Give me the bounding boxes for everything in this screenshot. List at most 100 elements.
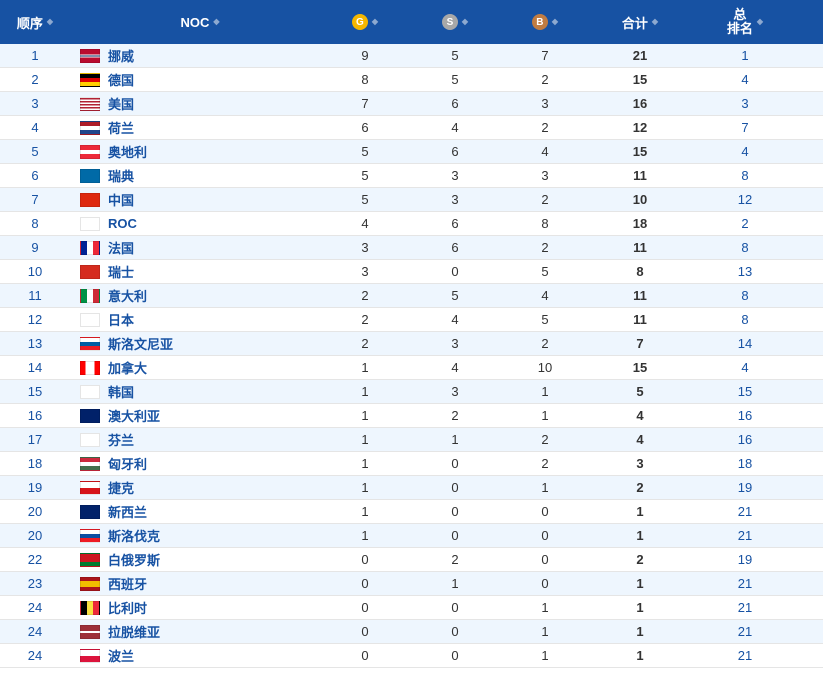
cell-noc[interactable]: 捷克	[70, 478, 320, 497]
cell-total: 18	[590, 216, 690, 231]
table-row[interactable]: 3美国763163	[0, 92, 823, 116]
cell-bronze: 3	[500, 96, 590, 111]
table-row[interactable]: 5奥地利564154	[0, 140, 823, 164]
table-row[interactable]: 15韩国131515	[0, 380, 823, 404]
country-name: 挪威	[108, 46, 134, 65]
cell-bronze: 5	[500, 264, 590, 279]
cell-noc[interactable]: 意大利	[70, 286, 320, 305]
table-row[interactable]: 2德国852154	[0, 68, 823, 92]
cell-gold: 0	[320, 552, 410, 567]
table-row[interactable]: 9法国362118	[0, 236, 823, 260]
table-row[interactable]: 24比利时001121	[0, 596, 823, 620]
sort-icon: ◆	[213, 19, 219, 25]
table-row[interactable]: 22白俄罗斯020219	[0, 548, 823, 572]
country-name: 日本	[108, 310, 134, 329]
cell-noc[interactable]: 比利时	[70, 598, 320, 617]
flag-icon	[80, 601, 100, 615]
cell-total: 1	[590, 528, 690, 543]
cell-noc[interactable]: 芬兰	[70, 430, 320, 449]
cell-gold: 5	[320, 168, 410, 183]
table-row[interactable]: 18匈牙利102318	[0, 452, 823, 476]
cell-silver: 0	[410, 648, 500, 663]
cell-noc[interactable]: 美国	[70, 94, 320, 113]
country-name: 加拿大	[108, 358, 147, 377]
cell-rank: 2	[0, 72, 70, 87]
cell-total: 15	[590, 72, 690, 87]
flag-icon	[80, 505, 100, 519]
cell-noc[interactable]: 加拿大	[70, 358, 320, 377]
cell-noc[interactable]: 韩国	[70, 382, 320, 401]
header-silver[interactable]: S ◆	[410, 14, 500, 30]
cell-rank: 5	[0, 144, 70, 159]
cell-noc[interactable]: 澳大利亚	[70, 406, 320, 425]
table-row[interactable]: 11意大利254118	[0, 284, 823, 308]
table-row[interactable]: 24波兰001121	[0, 644, 823, 668]
cell-noc[interactable]: 德国	[70, 70, 320, 89]
cell-noc[interactable]: 斯洛文尼亚	[70, 334, 320, 353]
cell-noc[interactable]: 波兰	[70, 646, 320, 665]
cell-totalrank: 21	[690, 504, 800, 519]
cell-noc[interactable]: 挪威	[70, 46, 320, 65]
header-noc[interactable]: NOC ◆	[70, 15, 320, 30]
cell-noc[interactable]: 奥地利	[70, 142, 320, 161]
cell-total: 4	[590, 408, 690, 423]
table-row[interactable]: 23西班牙010121	[0, 572, 823, 596]
cell-noc[interactable]: 新西兰	[70, 502, 320, 521]
cell-gold: 3	[320, 240, 410, 255]
cell-totalrank: 8	[690, 312, 800, 327]
cell-total: 2	[590, 480, 690, 495]
silver-medal-icon: S	[442, 14, 458, 30]
table-row[interactable]: 17芬兰112416	[0, 428, 823, 452]
table-row[interactable]: 24拉脱维亚001121	[0, 620, 823, 644]
table-row[interactable]: 10瑞士305813	[0, 260, 823, 284]
cell-rank: 24	[0, 648, 70, 663]
cell-gold: 2	[320, 288, 410, 303]
flag-icon	[80, 337, 100, 351]
cell-noc[interactable]: 拉脱维亚	[70, 622, 320, 641]
cell-rank: 23	[0, 576, 70, 591]
header-total[interactable]: 合计 ◆	[590, 13, 690, 32]
cell-rank: 14	[0, 360, 70, 375]
cell-rank: 3	[0, 96, 70, 111]
sort-icon: ◆	[372, 19, 378, 25]
table-row[interactable]: 7中国5321012	[0, 188, 823, 212]
cell-noc[interactable]: 日本	[70, 310, 320, 329]
cell-totalrank: 21	[690, 648, 800, 663]
flag-icon	[80, 577, 100, 591]
cell-noc[interactable]: 法国	[70, 238, 320, 257]
table-row[interactable]: 4荷兰642127	[0, 116, 823, 140]
country-name: 捷克	[108, 478, 134, 497]
cell-total: 15	[590, 144, 690, 159]
cell-noc[interactable]: 白俄罗斯	[70, 550, 320, 569]
cell-noc[interactable]: 瑞典	[70, 166, 320, 185]
gold-medal-icon: G	[352, 14, 368, 30]
cell-noc[interactable]: 中国	[70, 190, 320, 209]
cell-silver: 0	[410, 600, 500, 615]
table-row[interactable]: 16澳大利亚121416	[0, 404, 823, 428]
cell-noc[interactable]: 瑞士	[70, 262, 320, 281]
table-row[interactable]: 8ROC468182	[0, 212, 823, 236]
table-row[interactable]: 1挪威957211	[0, 44, 823, 68]
table-row[interactable]: 13斯洛文尼亚232714	[0, 332, 823, 356]
table-row[interactable]: 19捷克101219	[0, 476, 823, 500]
cell-totalrank: 19	[690, 480, 800, 495]
table-row[interactable]: 12日本245118	[0, 308, 823, 332]
cell-noc[interactable]: 荷兰	[70, 118, 320, 137]
cell-silver: 3	[410, 192, 500, 207]
table-row[interactable]: 20新西兰100121	[0, 500, 823, 524]
header-totalrank[interactable]: 总 排名 ◆	[690, 8, 800, 36]
table-row[interactable]: 6瑞典533118	[0, 164, 823, 188]
cell-noc[interactable]: 匈牙利	[70, 454, 320, 473]
table-row[interactable]: 14加拿大1410154	[0, 356, 823, 380]
sort-icon: ◆	[462, 19, 468, 25]
cell-bronze: 2	[500, 336, 590, 351]
header-gold[interactable]: G ◆	[320, 14, 410, 30]
table-row[interactable]: 20斯洛伐克100121	[0, 524, 823, 548]
cell-noc[interactable]: ROC	[70, 216, 320, 231]
cell-total: 7	[590, 336, 690, 351]
header-rank[interactable]: 顺序 ◆	[0, 13, 70, 32]
cell-noc[interactable]: 西班牙	[70, 574, 320, 593]
cell-noc[interactable]: 斯洛伐克	[70, 526, 320, 545]
cell-gold: 1	[320, 456, 410, 471]
header-bronze[interactable]: B ◆	[500, 14, 590, 30]
